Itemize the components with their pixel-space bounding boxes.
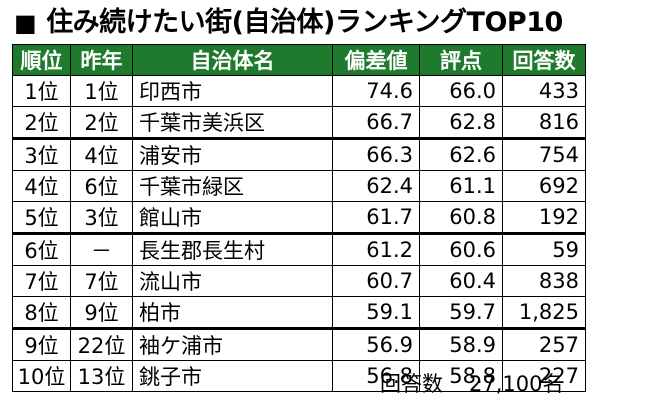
cell-rank: 7位 (12, 265, 71, 297)
header-name: 自治体名 (132, 44, 333, 76)
cell-last-year: 2位 (70, 106, 133, 139)
ranking-table: 順位 昨年 自治体名 偏差値 評点 回答数 1位 1位 印西市 74.6 66.… (12, 44, 586, 392)
response-total: 回答数 27,100名 (380, 368, 563, 398)
cell-score: 59.7 (419, 296, 503, 329)
table-header-row: 順位 昨年 自治体名 偏差値 評点 回答数 (12, 44, 586, 76)
cell-responses: 192 (502, 201, 586, 234)
cell-rank: 6位 (12, 232, 71, 266)
cell-responses: 433 (502, 75, 586, 107)
cell-deviation: 56.8 (332, 360, 420, 392)
cell-deviation: 61.2 (332, 232, 420, 266)
cell-name: 印西市 (132, 75, 333, 107)
header-deviation: 偏差値 (332, 44, 420, 76)
cell-name: 千葉市美浜区 (132, 106, 333, 139)
page-title: ■ 住み続けたい街(自治体)ランキングTOP10 (14, 3, 563, 43)
cell-last-year: 1位 (70, 75, 133, 107)
cell-rank: 3位 (12, 137, 71, 171)
cell-score: 62.8 (419, 106, 503, 139)
header-responses: 回答数 (502, 44, 586, 76)
cell-score: 58.8 (419, 360, 503, 392)
cell-rank: 10位 (12, 360, 71, 392)
cell-rank: 9位 (12, 327, 71, 361)
cell-responses: 816 (502, 106, 586, 139)
cell-deviation: 74.6 (332, 75, 420, 107)
cell-last-year: － (70, 232, 133, 266)
cell-responses: 754 (502, 137, 586, 171)
cell-last-year: 22位 (70, 327, 133, 361)
cell-last-year: 3位 (70, 201, 133, 234)
cell-responses: 692 (502, 170, 586, 202)
cell-score: 66.0 (419, 75, 503, 107)
table-row: 2位 2位 千葉市美浜区 66.7 62.8 816 (12, 106, 586, 139)
header-score: 評点 (419, 44, 503, 76)
cell-name: 浦安市 (132, 137, 333, 171)
cell-responses: 257 (502, 327, 586, 361)
header-rank: 順位 (12, 44, 71, 76)
cell-name: 館山市 (132, 201, 333, 234)
cell-last-year: 9位 (70, 296, 133, 329)
cell-deviation: 66.7 (332, 106, 420, 139)
response-total-value: 27,100名 (469, 372, 564, 396)
cell-rank: 5位 (12, 201, 71, 234)
cell-last-year: 7位 (70, 265, 133, 297)
table-row: 5位 3位 館山市 61.7 60.8 192 (12, 201, 586, 234)
cell-deviation: 66.3 (332, 137, 420, 171)
table-row: 1位 1位 印西市 74.6 66.0 433 (12, 75, 586, 107)
cell-deviation: 61.7 (332, 201, 420, 234)
cell-deviation: 59.1 (332, 296, 420, 329)
square-bullet-icon: ■ (14, 9, 37, 37)
cell-name: 袖ケ浦市 (132, 327, 333, 361)
cell-rank: 4位 (12, 170, 71, 202)
cell-name: 銚子市 (132, 360, 333, 392)
cell-rank: 2位 (12, 106, 71, 139)
table-row: 7位 7位 流山市 60.7 60.4 838 (12, 265, 586, 297)
cell-responses: 227 (502, 360, 586, 392)
table-row: 3位 4位 浦安市 66.3 62.6 754 (12, 137, 586, 171)
cell-score: 58.9 (419, 327, 503, 361)
cell-name: 流山市 (132, 265, 333, 297)
cell-responses: 59 (502, 232, 586, 266)
cell-rank: 1位 (12, 75, 71, 107)
title-text: 住み続けたい街(自治体)ランキングTOP10 (46, 7, 563, 38)
cell-score: 61.1 (419, 170, 503, 202)
table-row: 10位 13位 銚子市 56.8 58.8 227 (12, 360, 586, 392)
cell-name: 柏市 (132, 296, 333, 329)
cell-deviation: 60.7 (332, 265, 420, 297)
cell-last-year: 13位 (70, 360, 133, 392)
cell-deviation: 62.4 (332, 170, 420, 202)
cell-deviation: 56.9 (332, 327, 420, 361)
table-row: 4位 6位 千葉市緑区 62.4 61.1 692 (12, 170, 586, 202)
cell-score: 62.6 (419, 137, 503, 171)
cell-last-year: 6位 (70, 170, 133, 202)
cell-responses: 838 (502, 265, 586, 297)
cell-score: 60.4 (419, 265, 503, 297)
response-total-label: 回答数 (380, 372, 443, 396)
cell-responses: 1,825 (502, 296, 586, 329)
table-row: 6位 － 長生郡長生村 61.2 60.6 59 (12, 232, 586, 266)
cell-last-year: 4位 (70, 137, 133, 171)
cell-rank: 8位 (12, 296, 71, 329)
cell-name: 千葉市緑区 (132, 170, 333, 202)
table-row: 8位 9位 柏市 59.1 59.7 1,825 (12, 296, 586, 329)
table-row: 9位 22位 袖ケ浦市 56.9 58.9 257 (12, 327, 586, 361)
cell-score: 60.6 (419, 232, 503, 266)
cell-score: 60.8 (419, 201, 503, 234)
cell-name: 長生郡長生村 (132, 232, 333, 266)
header-last-year: 昨年 (70, 44, 133, 76)
